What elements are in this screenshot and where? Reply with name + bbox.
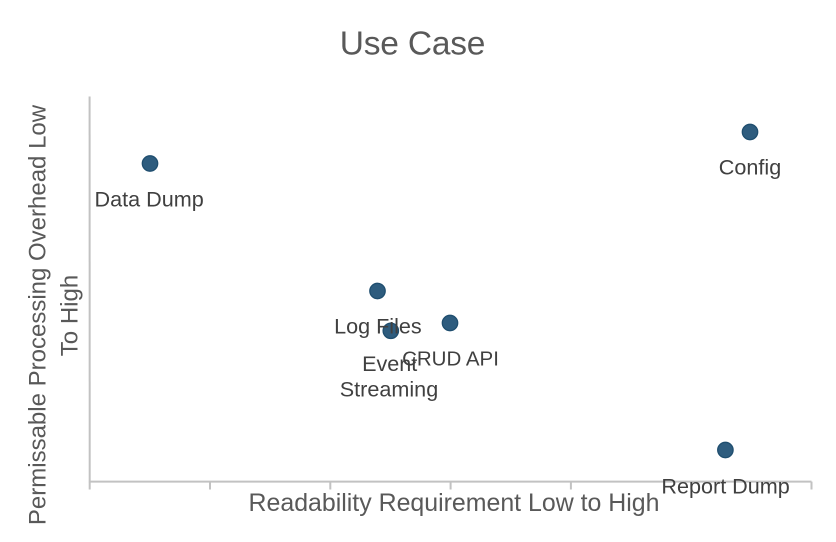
svg-text:Data Dump: Data Dump (94, 186, 203, 211)
svg-text:Event: Event (362, 351, 417, 376)
svg-text:Report Dump: Report Dump (661, 473, 789, 498)
svg-text:Log Files: Log Files (334, 314, 422, 339)
svg-text:Permissable Processing Overhea: Permissable Processing Overhead Low (24, 104, 51, 525)
svg-text:Config: Config (719, 155, 781, 180)
svg-text:Readability Requirement Low to: Readability Requirement Low to High (249, 489, 660, 517)
svg-text:To High: To High (56, 275, 83, 356)
svg-text:Streaming: Streaming (340, 377, 438, 402)
svg-text:CRUD API: CRUD API (402, 348, 499, 371)
svg-text:Use Case: Use Case (340, 26, 486, 63)
